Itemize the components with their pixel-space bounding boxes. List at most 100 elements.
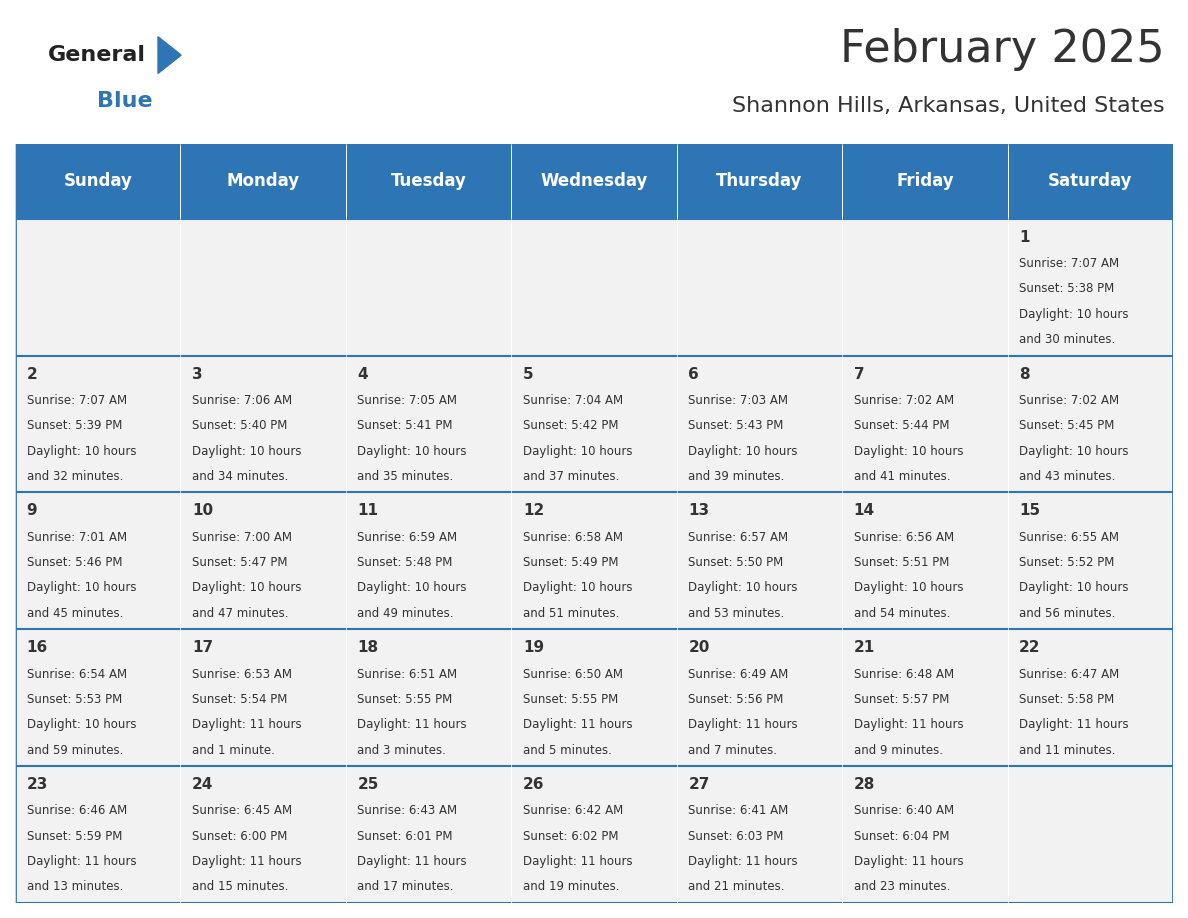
Text: 23: 23 bbox=[26, 778, 48, 792]
Text: 3: 3 bbox=[192, 366, 203, 382]
Text: Sunset: 5:44 PM: Sunset: 5:44 PM bbox=[854, 420, 949, 432]
Text: Sunset: 5:54 PM: Sunset: 5:54 PM bbox=[192, 693, 287, 706]
Text: Sunrise: 7:04 AM: Sunrise: 7:04 AM bbox=[523, 394, 623, 407]
Text: Daylight: 11 hours: Daylight: 11 hours bbox=[192, 718, 302, 732]
Text: and 41 minutes.: and 41 minutes. bbox=[854, 470, 950, 483]
Text: Sunrise: 6:56 AM: Sunrise: 6:56 AM bbox=[854, 531, 954, 543]
Text: Sunrise: 6:42 AM: Sunrise: 6:42 AM bbox=[523, 804, 624, 817]
Text: Sunset: 5:59 PM: Sunset: 5:59 PM bbox=[26, 830, 122, 843]
Text: Sunday: Sunday bbox=[63, 173, 132, 190]
Text: Saturday: Saturday bbox=[1048, 173, 1132, 190]
Text: Sunrise: 6:50 AM: Sunrise: 6:50 AM bbox=[523, 667, 623, 680]
Text: 21: 21 bbox=[854, 640, 876, 655]
Text: Sunrise: 7:02 AM: Sunrise: 7:02 AM bbox=[1019, 394, 1119, 407]
Text: Daylight: 10 hours: Daylight: 10 hours bbox=[854, 444, 963, 457]
Bar bbox=[842, 492, 1007, 630]
Text: Sunrise: 6:51 AM: Sunrise: 6:51 AM bbox=[358, 667, 457, 680]
Text: Daylight: 11 hours: Daylight: 11 hours bbox=[358, 718, 467, 732]
Text: Daylight: 10 hours: Daylight: 10 hours bbox=[688, 444, 798, 457]
Bar bbox=[511, 218, 677, 355]
Text: 25: 25 bbox=[358, 778, 379, 792]
Text: 17: 17 bbox=[192, 640, 213, 655]
Text: 8: 8 bbox=[1019, 366, 1030, 382]
Text: Sunset: 5:58 PM: Sunset: 5:58 PM bbox=[1019, 693, 1114, 706]
Text: 7: 7 bbox=[854, 366, 865, 382]
Text: Sunset: 5:55 PM: Sunset: 5:55 PM bbox=[523, 693, 618, 706]
Text: Sunrise: 7:03 AM: Sunrise: 7:03 AM bbox=[688, 394, 789, 407]
Text: Daylight: 10 hours: Daylight: 10 hours bbox=[192, 444, 302, 457]
Bar bbox=[677, 143, 842, 218]
Text: Daylight: 11 hours: Daylight: 11 hours bbox=[688, 718, 798, 732]
Text: and 53 minutes.: and 53 minutes. bbox=[688, 607, 784, 620]
Bar bbox=[677, 767, 842, 903]
Text: Sunrise: 6:46 AM: Sunrise: 6:46 AM bbox=[26, 804, 127, 817]
Text: 24: 24 bbox=[192, 778, 214, 792]
Bar bbox=[511, 143, 677, 218]
Text: 4: 4 bbox=[358, 366, 368, 382]
Text: Daylight: 11 hours: Daylight: 11 hours bbox=[26, 855, 137, 868]
Bar bbox=[15, 355, 181, 492]
Text: 11: 11 bbox=[358, 503, 379, 519]
Text: Wednesday: Wednesday bbox=[541, 173, 647, 190]
Text: Sunrise: 7:07 AM: Sunrise: 7:07 AM bbox=[26, 394, 127, 407]
Text: and 49 minutes.: and 49 minutes. bbox=[358, 607, 454, 620]
Text: Sunset: 5:56 PM: Sunset: 5:56 PM bbox=[688, 693, 784, 706]
Text: Sunset: 6:04 PM: Sunset: 6:04 PM bbox=[854, 830, 949, 843]
Text: Daylight: 10 hours: Daylight: 10 hours bbox=[523, 581, 632, 595]
Text: Blue: Blue bbox=[97, 91, 153, 111]
Text: February 2025: February 2025 bbox=[840, 28, 1164, 71]
Text: Daylight: 11 hours: Daylight: 11 hours bbox=[523, 855, 632, 868]
Text: and 35 minutes.: and 35 minutes. bbox=[358, 470, 454, 483]
Bar bbox=[15, 143, 181, 218]
Text: Tuesday: Tuesday bbox=[391, 173, 467, 190]
Bar bbox=[1007, 630, 1173, 767]
Bar bbox=[511, 492, 677, 630]
Text: Daylight: 10 hours: Daylight: 10 hours bbox=[1019, 308, 1129, 320]
Bar bbox=[677, 355, 842, 492]
Text: Sunrise: 7:00 AM: Sunrise: 7:00 AM bbox=[192, 531, 292, 543]
Text: Sunset: 5:39 PM: Sunset: 5:39 PM bbox=[26, 420, 122, 432]
Text: Sunset: 5:48 PM: Sunset: 5:48 PM bbox=[358, 556, 453, 569]
Text: Sunrise: 6:55 AM: Sunrise: 6:55 AM bbox=[1019, 531, 1119, 543]
Text: Sunrise: 6:43 AM: Sunrise: 6:43 AM bbox=[358, 804, 457, 817]
Text: 10: 10 bbox=[192, 503, 213, 519]
Text: 16: 16 bbox=[26, 640, 48, 655]
Text: and 51 minutes.: and 51 minutes. bbox=[523, 607, 619, 620]
Bar bbox=[1007, 355, 1173, 492]
Text: 9: 9 bbox=[26, 503, 37, 519]
Text: Sunset: 5:52 PM: Sunset: 5:52 PM bbox=[1019, 556, 1114, 569]
Text: and 9 minutes.: and 9 minutes. bbox=[854, 744, 943, 756]
Bar bbox=[1007, 218, 1173, 355]
Text: Sunrise: 6:41 AM: Sunrise: 6:41 AM bbox=[688, 804, 789, 817]
Text: Daylight: 10 hours: Daylight: 10 hours bbox=[26, 444, 137, 457]
Polygon shape bbox=[158, 37, 181, 73]
Text: and 19 minutes.: and 19 minutes. bbox=[523, 880, 619, 893]
Text: Daylight: 10 hours: Daylight: 10 hours bbox=[192, 581, 302, 595]
Text: and 1 minute.: and 1 minute. bbox=[192, 744, 274, 756]
Text: 12: 12 bbox=[523, 503, 544, 519]
Bar bbox=[15, 630, 181, 767]
Text: Sunset: 5:55 PM: Sunset: 5:55 PM bbox=[358, 693, 453, 706]
Bar bbox=[181, 630, 346, 767]
Text: Sunset: 5:38 PM: Sunset: 5:38 PM bbox=[1019, 283, 1114, 296]
Text: Sunset: 5:57 PM: Sunset: 5:57 PM bbox=[854, 693, 949, 706]
Bar bbox=[346, 143, 511, 218]
Bar bbox=[842, 630, 1007, 767]
Text: and 21 minutes.: and 21 minutes. bbox=[688, 880, 785, 893]
Bar bbox=[842, 355, 1007, 492]
Text: and 13 minutes.: and 13 minutes. bbox=[26, 880, 122, 893]
Text: Daylight: 11 hours: Daylight: 11 hours bbox=[854, 718, 963, 732]
Bar bbox=[346, 218, 511, 355]
Text: Daylight: 11 hours: Daylight: 11 hours bbox=[358, 855, 467, 868]
Text: Sunset: 5:41 PM: Sunset: 5:41 PM bbox=[358, 420, 453, 432]
Bar bbox=[181, 355, 346, 492]
Text: Sunrise: 6:54 AM: Sunrise: 6:54 AM bbox=[26, 667, 127, 680]
Text: and 3 minutes.: and 3 minutes. bbox=[358, 744, 447, 756]
Bar bbox=[346, 355, 511, 492]
Bar bbox=[346, 767, 511, 903]
Text: Sunrise: 7:05 AM: Sunrise: 7:05 AM bbox=[358, 394, 457, 407]
Text: Sunrise: 6:57 AM: Sunrise: 6:57 AM bbox=[688, 531, 789, 543]
Text: 28: 28 bbox=[854, 778, 876, 792]
Text: Sunset: 5:43 PM: Sunset: 5:43 PM bbox=[688, 420, 784, 432]
Text: Daylight: 11 hours: Daylight: 11 hours bbox=[854, 855, 963, 868]
